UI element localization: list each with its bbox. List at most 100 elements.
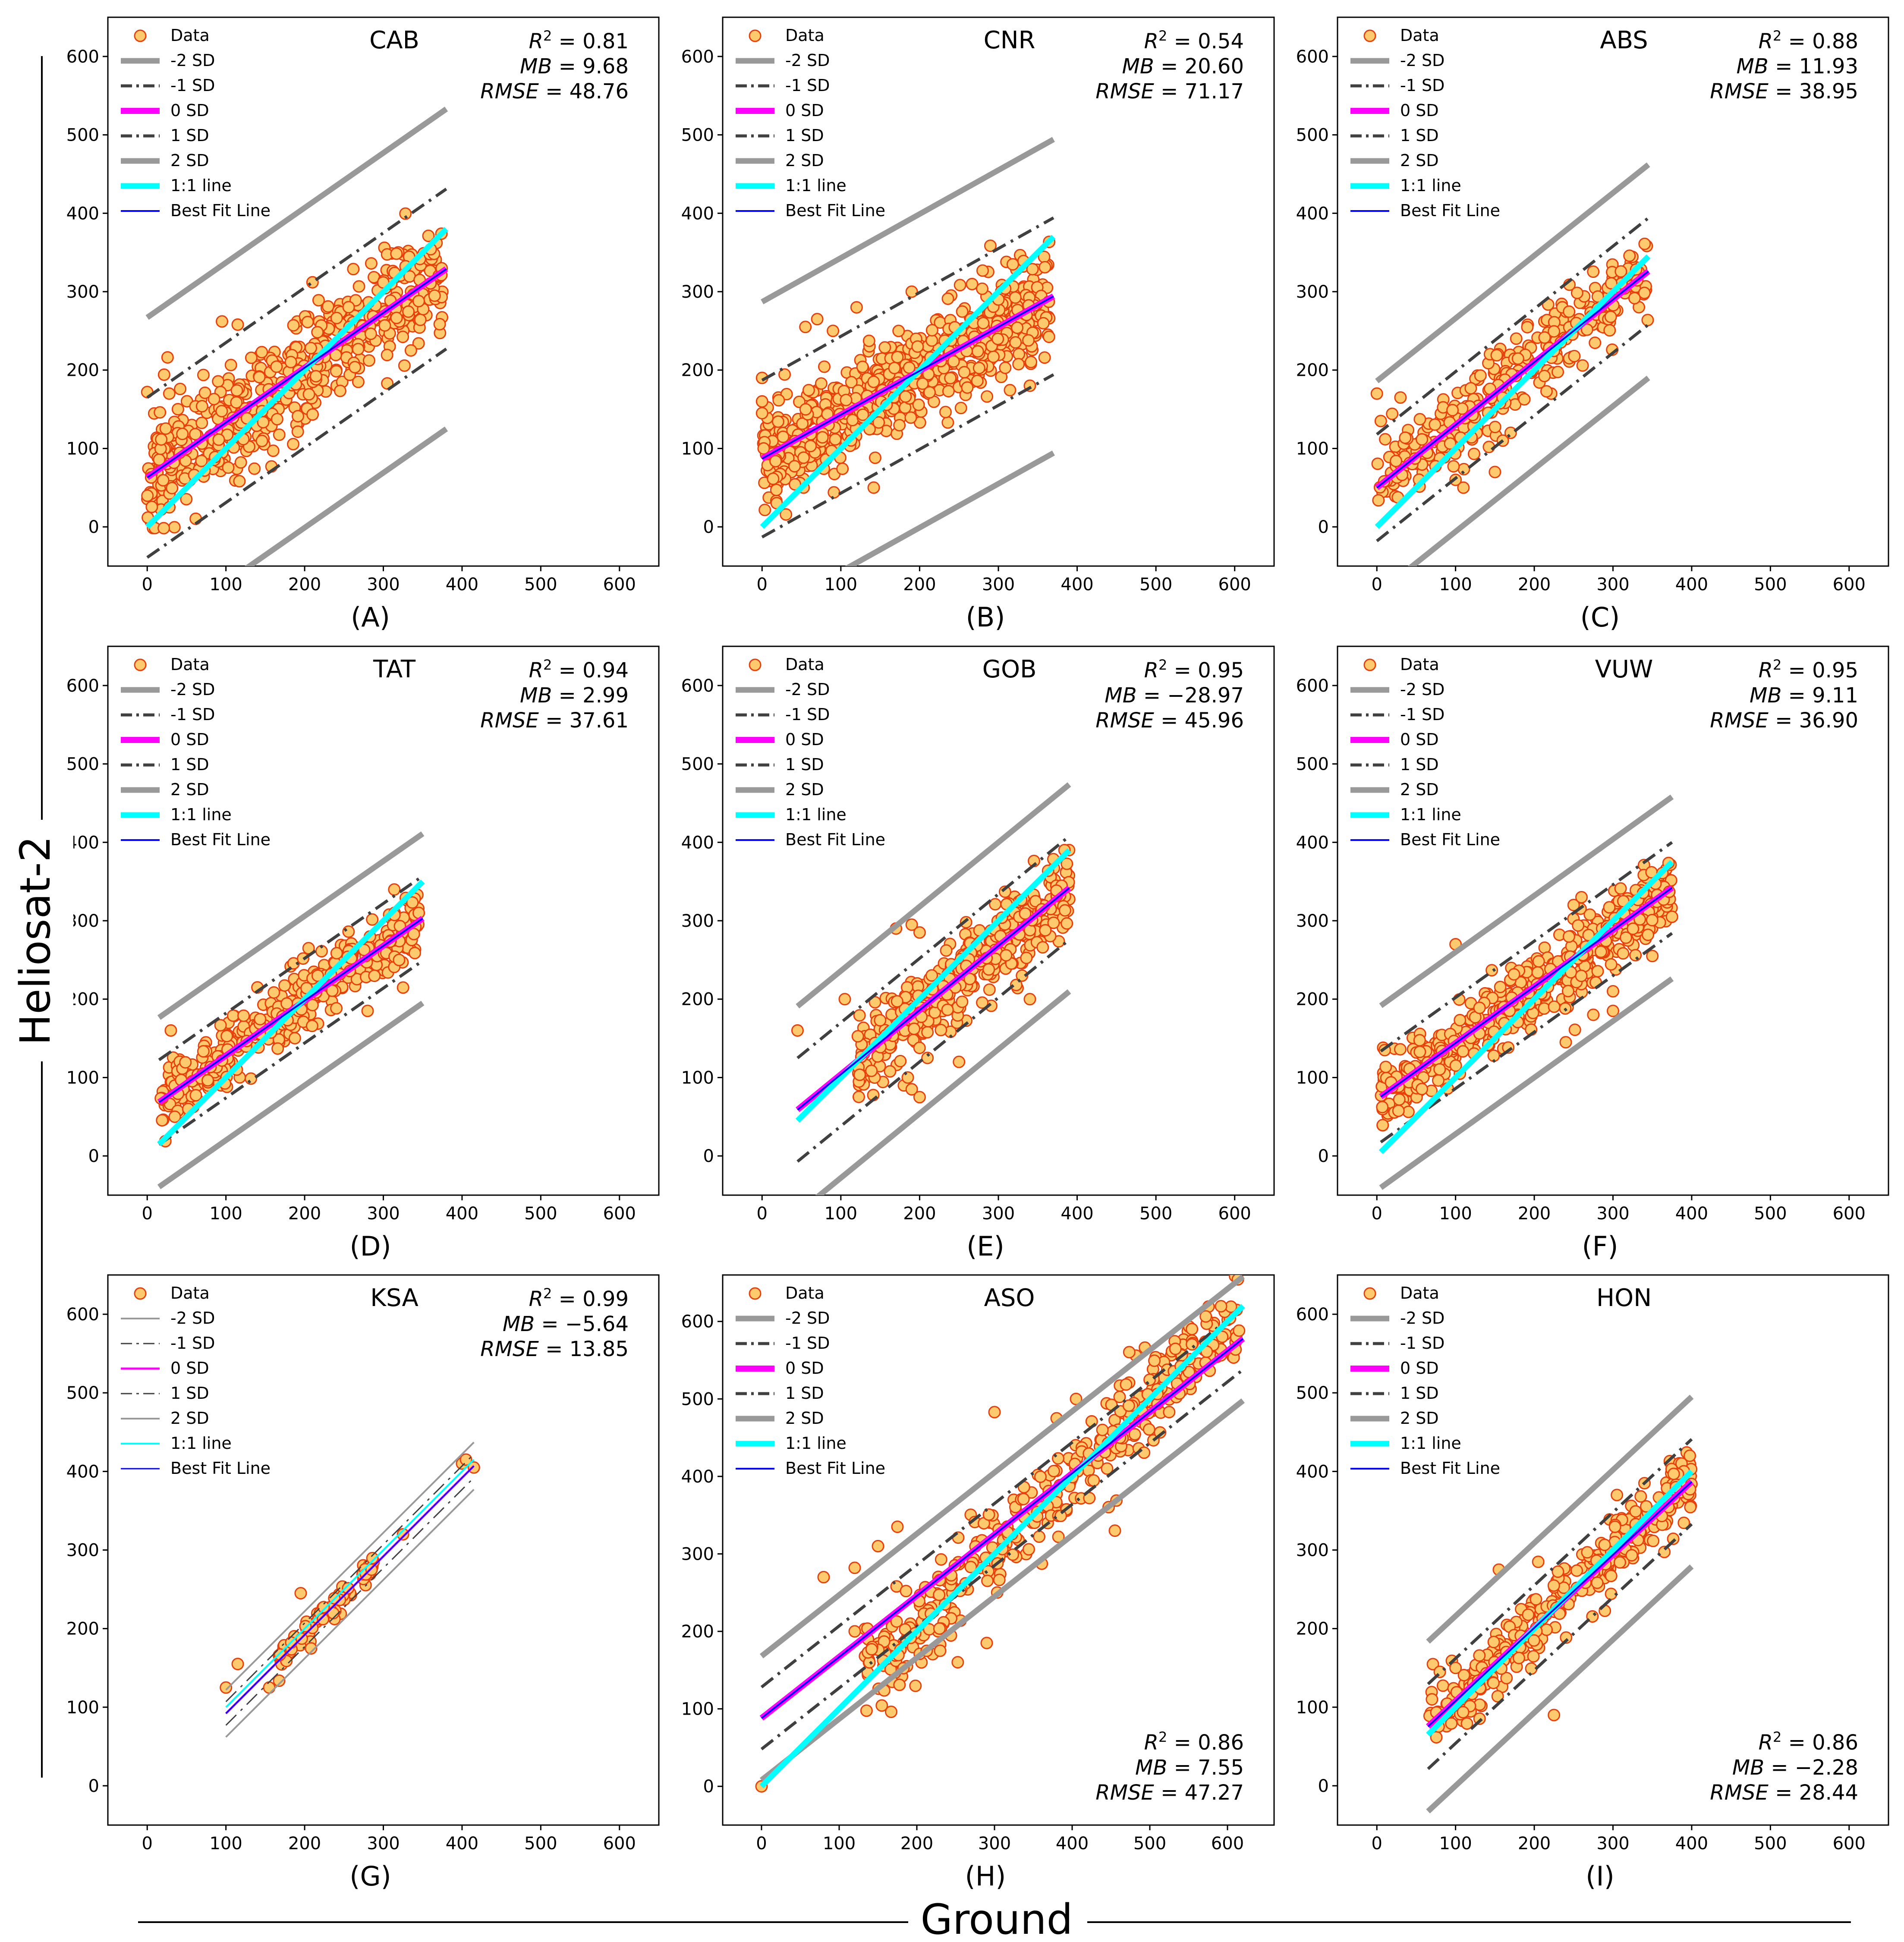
legend-label: 0 SD (785, 101, 824, 120)
data-point (772, 394, 785, 407)
stat-rmse: RMSE = 45.96 (1095, 708, 1244, 733)
data-point (1034, 1470, 1047, 1483)
data-point (1392, 1105, 1405, 1117)
data-point (940, 944, 953, 957)
data-point (1538, 331, 1551, 344)
data-point (397, 1528, 409, 1541)
data-point (195, 400, 208, 412)
data-point (352, 280, 365, 293)
minus-2-sd-line (245, 426, 448, 566)
data-point (248, 462, 261, 475)
data-point (1570, 286, 1583, 299)
data-point (1379, 1061, 1392, 1073)
data-point (1000, 949, 1013, 962)
data-point (1460, 1717, 1473, 1730)
legend-label: 1:1 line (785, 805, 847, 824)
data-point (1416, 433, 1429, 446)
data-point (1605, 1569, 1618, 1582)
data-point (856, 408, 869, 421)
data-point (981, 390, 994, 403)
data-point (1026, 263, 1039, 276)
data-point (1521, 321, 1534, 334)
x-tick-label: 200 (903, 1204, 936, 1224)
data-point (840, 393, 853, 406)
data-point (321, 300, 334, 313)
data-point (947, 355, 960, 368)
data-point (299, 1620, 312, 1633)
x-tick-label: 0 (757, 575, 768, 595)
data-point (984, 239, 997, 252)
panel-label: (H) (965, 1860, 1006, 1892)
legend-label: Best Fit Line (785, 830, 885, 849)
legend-label: -1 SD (170, 76, 215, 95)
minus-1-sd-line (1427, 1523, 1693, 1770)
data-point (836, 463, 849, 475)
data-point (254, 1013, 267, 1026)
data-point (361, 1004, 374, 1017)
data-point (1445, 1717, 1458, 1730)
panel-hon: 0 100 200 300 400 500 600 0 100 200 300 400 500 600 Da… (1296, 1274, 1889, 1892)
site-title: VUW (1595, 655, 1653, 683)
data-point (1611, 1489, 1624, 1501)
minus-2-sd-line (157, 1001, 425, 1190)
data-point (867, 481, 880, 494)
panel-cnr: 0 100 200 300 400 500 600 0 100 200 300 400 500 600 Da… (681, 16, 1275, 633)
x-tick-label: 300 (367, 1834, 400, 1854)
plus-2-sd-line (761, 137, 1055, 305)
data-point (1598, 1539, 1611, 1552)
data-point (815, 377, 828, 390)
data-point (145, 500, 158, 513)
data-point (1457, 481, 1470, 494)
one-to-one-line (1378, 860, 1674, 1154)
data-point (1467, 447, 1480, 460)
data-point (399, 207, 412, 220)
data-point (311, 969, 324, 982)
data-point (352, 343, 365, 356)
panel-label: (G) (349, 1860, 391, 1892)
data-point (971, 345, 984, 358)
y-tick-label: 400 (681, 1467, 714, 1487)
data-point (388, 883, 401, 896)
data-point (1538, 370, 1551, 383)
data-point (1591, 290, 1604, 303)
data-point (1012, 358, 1025, 371)
y-tick-label: 500 (681, 126, 714, 145)
data-point (796, 417, 809, 430)
data-point (381, 349, 393, 362)
panel-tat: 0 100 200 300 400 500 6000100200300400500600Da… (66, 645, 660, 1262)
legend-label: -1 SD (1400, 76, 1445, 95)
data-point (980, 1637, 993, 1649)
data-point (1138, 1446, 1151, 1459)
data-point (1540, 1623, 1553, 1636)
data-point (1518, 393, 1531, 406)
data-point (406, 896, 419, 909)
data-point (989, 898, 1002, 911)
data-point (271, 413, 283, 426)
data-point (1096, 1423, 1109, 1436)
data-point (1006, 258, 1019, 271)
data-point (1011, 321, 1024, 334)
data-point (900, 1585, 913, 1598)
y-tick-label: 300 (66, 282, 99, 302)
legend-label: -1 SD (1400, 705, 1445, 724)
data-point (1538, 1002, 1551, 1015)
x-tick-label: 200 (903, 575, 936, 595)
y-tick-label: 100 (1296, 439, 1329, 459)
legend-label: Data (1400, 655, 1439, 674)
y-tick-label: 600 (1296, 1305, 1329, 1325)
y-tick-label: 100 (1296, 1068, 1329, 1088)
data-point (956, 995, 969, 1008)
legend-label: -2 SD (785, 1309, 830, 1328)
data-point (988, 1406, 1001, 1419)
legend-label: Data (785, 1284, 825, 1303)
site-title: ABS (1600, 26, 1648, 54)
minus-1-sd-line (158, 959, 424, 1146)
data-point (1552, 365, 1564, 378)
x-tick-label: 0 (142, 575, 152, 595)
legend-label: -2 SD (170, 680, 215, 699)
data-point (141, 489, 154, 502)
y-tick-label: 0 (1318, 517, 1329, 537)
data-point (233, 475, 246, 488)
data-point (991, 332, 1004, 345)
legend-label: Best Fit Line (1400, 1459, 1500, 1478)
